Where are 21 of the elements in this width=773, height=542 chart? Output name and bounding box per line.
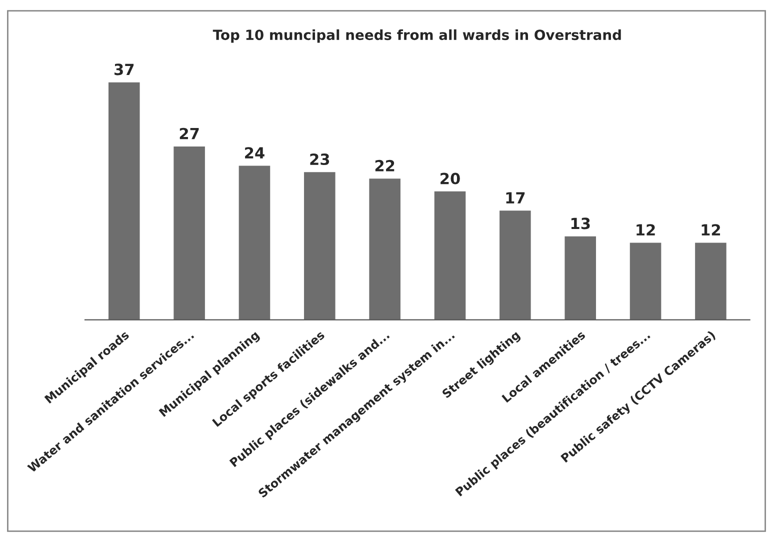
data-label: 24 <box>245 147 264 158</box>
data-label: 20 <box>440 172 460 184</box>
data-label: 23 <box>310 153 330 166</box>
bar <box>238 166 270 320</box>
data-label: 37 <box>114 64 134 76</box>
data-label: 12 <box>702 224 720 236</box>
bar <box>108 82 140 320</box>
bar <box>174 146 205 320</box>
data-label: 27 <box>180 128 199 140</box>
bar <box>369 178 400 320</box>
bar <box>434 191 466 320</box>
bar <box>500 210 531 320</box>
chart-title: Top 10 muncipal needs from all wards in Overstrand <box>212 29 621 43</box>
data-label: 12 <box>636 224 655 236</box>
data-label: 13 <box>571 218 590 230</box>
bar <box>695 242 726 320</box>
bar <box>304 172 336 320</box>
bar <box>630 242 662 320</box>
data-label: 22 <box>375 160 394 172</box>
data-label: 17 <box>506 192 525 204</box>
bar <box>564 236 596 320</box>
